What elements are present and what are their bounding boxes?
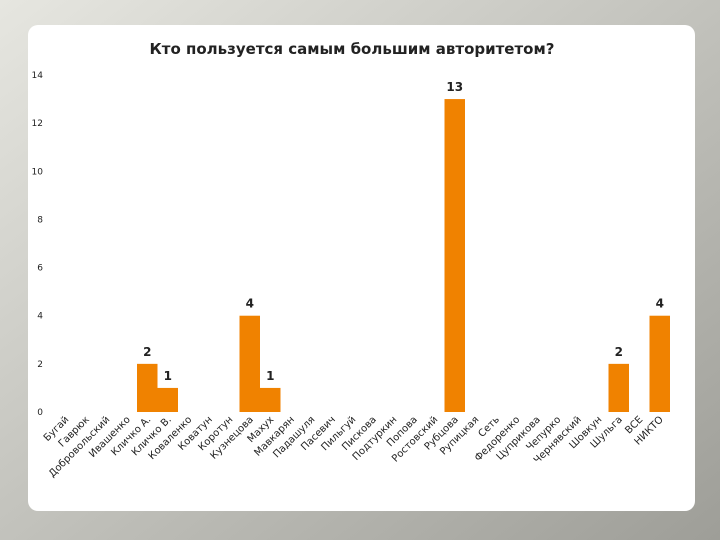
data-label: 2 xyxy=(143,345,151,359)
data-label: 1 xyxy=(164,369,172,383)
y-tick-label: 12 xyxy=(32,119,43,129)
y-tick-label: 4 xyxy=(37,312,43,322)
y-tick-label: 14 xyxy=(32,71,44,81)
bar xyxy=(444,99,465,413)
bar xyxy=(137,363,158,412)
data-label: 13 xyxy=(446,80,463,94)
y-tick-label: 8 xyxy=(37,215,43,225)
data-label: 4 xyxy=(246,297,254,311)
bar xyxy=(260,387,281,412)
chart-title: Кто пользуется самым большим авторитетом… xyxy=(150,40,555,58)
y-tick-label: 10 xyxy=(32,167,44,177)
data-label: 1 xyxy=(266,369,274,383)
data-label: 4 xyxy=(656,297,664,311)
bar xyxy=(239,315,260,412)
bar xyxy=(157,387,178,412)
bar xyxy=(649,315,670,412)
panel xyxy=(28,25,695,511)
y-tick-label: 0 xyxy=(37,408,43,418)
y-tick-label: 6 xyxy=(37,264,43,274)
bar xyxy=(608,363,629,412)
data-label: 2 xyxy=(615,345,623,359)
y-tick-label: 2 xyxy=(37,360,43,370)
